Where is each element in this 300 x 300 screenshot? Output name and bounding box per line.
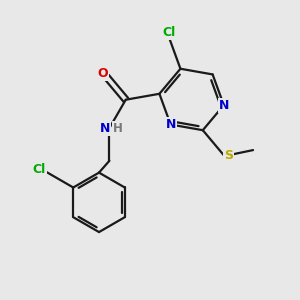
Text: Cl: Cl — [163, 26, 176, 39]
Text: S: S — [224, 149, 233, 162]
Text: N: N — [165, 118, 176, 131]
Text: O: O — [97, 68, 107, 80]
Text: Cl: Cl — [32, 163, 46, 176]
Text: H: H — [113, 122, 123, 134]
Text: N: N — [219, 99, 229, 112]
Text: N: N — [100, 122, 110, 134]
